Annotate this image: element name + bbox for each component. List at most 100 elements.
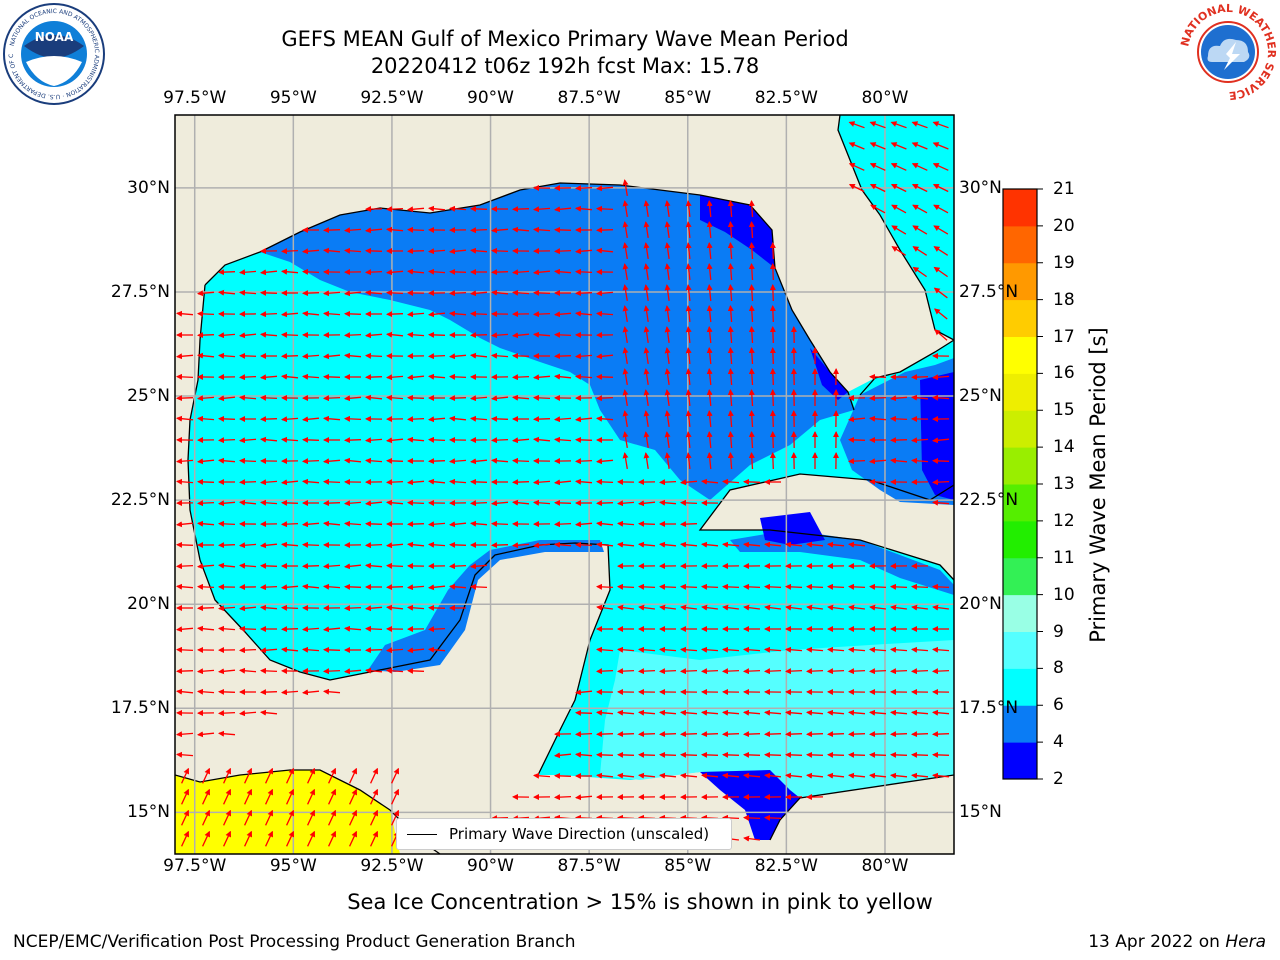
wave-direction-arrow bbox=[638, 604, 655, 611]
wave-direction-arrow bbox=[769, 284, 776, 302]
lon-tick-label-bottom: 85°W bbox=[664, 856, 712, 876]
legend-label: Primary Wave Direction (unscaled) bbox=[449, 825, 710, 843]
wave-direction-arrow bbox=[302, 290, 320, 297]
wave-direction-arrow bbox=[512, 479, 530, 486]
wave-direction-arrow bbox=[239, 562, 257, 569]
wave-direction-arrow bbox=[491, 437, 509, 444]
colorbar-tick-label: 11 bbox=[1053, 547, 1075, 568]
wave-direction-arrow bbox=[323, 353, 341, 360]
wave-direction-arrow bbox=[365, 542, 383, 549]
wave-direction-arrow bbox=[680, 668, 698, 675]
colorbar-segment bbox=[1003, 299, 1037, 337]
legend: Primary Wave Direction (unscaled) bbox=[396, 818, 732, 850]
wave-direction-arrow bbox=[596, 751, 614, 758]
wave-direction-arrow bbox=[596, 185, 614, 192]
wave-direction-arrow bbox=[933, 204, 949, 214]
wave-direction-arrow bbox=[323, 373, 341, 380]
wave-direction-arrow bbox=[848, 458, 866, 465]
wave-direction-arrow bbox=[848, 436, 866, 443]
wave-direction-arrow bbox=[701, 541, 719, 548]
caribbean-8-9s bbox=[600, 640, 954, 798]
wave-direction-arrow bbox=[891, 225, 907, 235]
wave-direction-arrow bbox=[596, 668, 614, 675]
wave-direction-arrow bbox=[722, 604, 739, 611]
wave-direction-arrow bbox=[386, 584, 404, 591]
wave-direction-arrow bbox=[181, 809, 190, 826]
wave-direction-arrow bbox=[622, 452, 629, 470]
colorbar bbox=[1003, 188, 1043, 780]
wave-direction-arrow bbox=[512, 352, 530, 359]
wave-direction-arrow bbox=[911, 731, 929, 738]
wave-direction-arrow bbox=[596, 709, 614, 716]
wave-direction-arrow bbox=[260, 499, 278, 506]
wave-direction-arrow bbox=[643, 368, 650, 385]
colorbar-segment bbox=[1003, 668, 1037, 706]
wave-direction-arrow bbox=[748, 368, 755, 386]
wave-direction-arrow bbox=[202, 830, 211, 847]
wave-direction-arrow bbox=[706, 263, 713, 281]
wave-direction-arrow bbox=[643, 389, 650, 406]
colorbar-segment bbox=[1003, 447, 1037, 485]
lon-tick-label-top: 97.5°W bbox=[163, 88, 227, 108]
wave-direction-arrow bbox=[218, 437, 236, 444]
wave-direction-arrow bbox=[701, 731, 719, 738]
wave-direction-arrow bbox=[307, 830, 316, 847]
wave-direction-arrow bbox=[596, 310, 614, 317]
wave-direction-arrow bbox=[680, 499, 698, 506]
wave-direction-arrow bbox=[176, 626, 194, 633]
wave-direction-arrow bbox=[407, 521, 425, 528]
wave-direction-arrow bbox=[386, 542, 404, 549]
wave-direction-arrow bbox=[748, 431, 755, 449]
wave-direction-arrow bbox=[302, 248, 320, 255]
wave-direction-arrow bbox=[491, 289, 509, 296]
wave-direction-arrow bbox=[727, 221, 734, 239]
wave-direction-arrow bbox=[748, 305, 755, 323]
wave-direction-arrow bbox=[365, 289, 383, 296]
lon-tick-label-bottom: 95°W bbox=[269, 856, 317, 876]
wave-direction-arrow bbox=[764, 814, 782, 821]
wave-direction-arrow bbox=[617, 709, 635, 716]
wave-direction-arrow bbox=[428, 604, 446, 611]
wave-direction-arrow bbox=[911, 583, 929, 590]
wave-direction-arrow bbox=[769, 452, 776, 470]
wave-direction-arrow bbox=[664, 326, 671, 343]
wave-direction-arrow bbox=[643, 410, 650, 427]
wave-direction-arrow bbox=[197, 478, 215, 485]
wave-direction-arrow bbox=[933, 287, 948, 299]
wave-direction-arrow bbox=[176, 478, 194, 485]
wave-direction-arrow bbox=[848, 583, 866, 590]
colorbar-tick-label: 17 bbox=[1053, 326, 1075, 347]
wave-direction-arrow bbox=[323, 395, 341, 402]
sea-ice-note: Sea Ice Concentration > 15% is shown in … bbox=[347, 890, 933, 914]
colorbar-tick-label: 20 bbox=[1053, 215, 1075, 236]
wave-direction-arrow bbox=[869, 478, 887, 485]
wave-direction-arrow bbox=[848, 183, 865, 193]
wave-direction-arrow bbox=[491, 395, 509, 402]
wave-direction-arrow bbox=[622, 242, 629, 260]
wave-direction-arrow bbox=[622, 410, 629, 428]
wave-direction-arrow bbox=[181, 830, 190, 847]
lat-tick-label-right: 25°N bbox=[959, 386, 1002, 407]
lon-tick-label-bottom: 87.5°W bbox=[557, 856, 621, 876]
wave-direction-arrow bbox=[281, 626, 299, 633]
wave-direction-arrow bbox=[932, 142, 949, 150]
wave-direction-arrow bbox=[727, 410, 734, 428]
wave-direction-arrow bbox=[912, 204, 928, 214]
wave-direction-arrow bbox=[685, 452, 692, 469]
wave-direction-arrow bbox=[449, 395, 467, 402]
wave-direction-arrow bbox=[596, 373, 614, 380]
wave-direction-arrow bbox=[727, 431, 734, 449]
wave-direction-arrow bbox=[680, 604, 697, 611]
wave-direction-arrow bbox=[617, 731, 635, 738]
wave-direction-arrow bbox=[239, 479, 257, 486]
wave-direction-arrow bbox=[386, 479, 404, 486]
wave-direction-arrow bbox=[596, 500, 614, 507]
wave-direction-arrow bbox=[727, 305, 734, 323]
wave-direction-arrow bbox=[176, 373, 194, 380]
wave-direction-arrow bbox=[428, 353, 446, 360]
colorbar-tick-label: 14 bbox=[1053, 437, 1075, 458]
wave-direction-arrow bbox=[664, 263, 671, 280]
wave-direction-arrow bbox=[785, 709, 803, 716]
wave-direction-arrow bbox=[575, 185, 593, 192]
wave-direction-arrow bbox=[386, 269, 404, 276]
